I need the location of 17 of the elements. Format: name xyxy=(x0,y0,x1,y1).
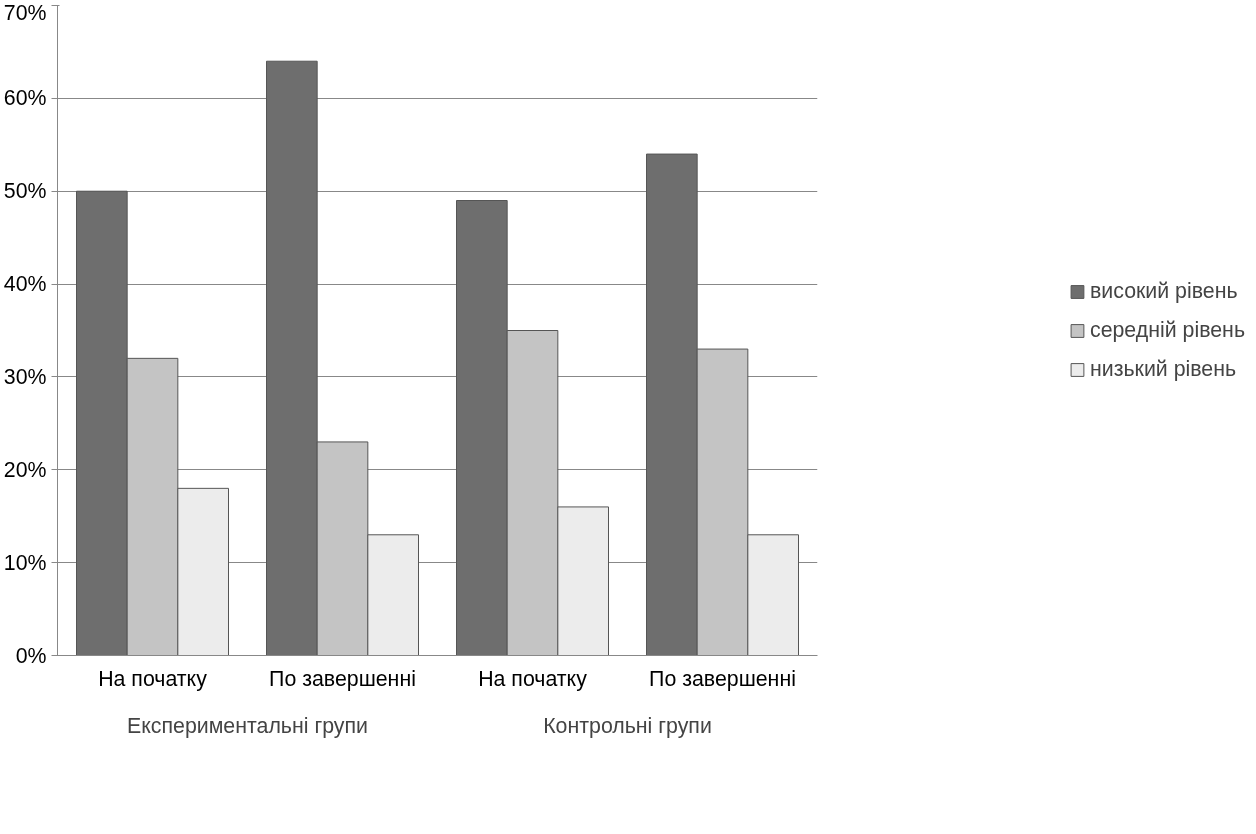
text: Контрольні групи xyxy=(543,713,712,738)
x-tick-label: По завершенні xyxy=(649,666,796,691)
legend-label: низький рівень xyxy=(1089,356,1237,382)
x-tick-label: По завершенні xyxy=(269,666,416,691)
x-tick-label: На початку xyxy=(478,666,588,691)
y-tick-label: 20% xyxy=(3,457,47,482)
y-tick-label: 0% xyxy=(15,643,47,668)
legend-label: високий рівень xyxy=(1089,278,1238,304)
text: Експериментальні групи xyxy=(127,713,368,738)
y-tick-label: 70% xyxy=(3,0,47,25)
y-tick-label: 30% xyxy=(3,364,47,389)
y-tick-label: 60% xyxy=(3,86,47,111)
y-tick-label: 10% xyxy=(3,550,47,575)
y-tick-label: 40% xyxy=(3,272,47,297)
y-tick-label: 50% xyxy=(3,179,47,204)
x-tick-label: На початку xyxy=(98,666,208,691)
legend-label: середній рівень xyxy=(1089,317,1246,343)
